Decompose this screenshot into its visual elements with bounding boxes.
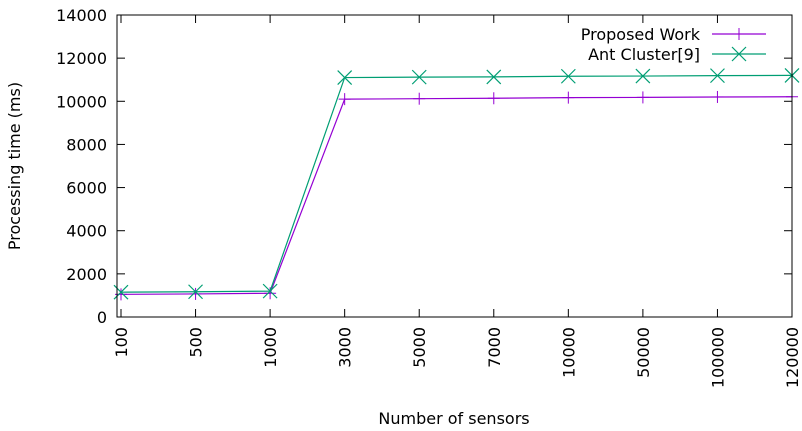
x-axis-ticks: 100 500 1000 3000 5000 7000 10000 50000 100000 12…	[112, 15, 802, 388]
x-tick-label: 120000	[783, 327, 802, 388]
data-point	[337, 70, 353, 85]
y-tick-label: 12000	[56, 49, 107, 68]
x-tick-label: 10000	[559, 327, 578, 378]
series-layer	[113, 67, 800, 301]
y-tick-label: 4000	[66, 222, 107, 241]
legend-label: Ant Cluster[9]	[588, 45, 700, 64]
series-line-2	[120, 74, 793, 293]
legend-marker	[733, 28, 745, 40]
x-axis-title: Number of sensors	[378, 409, 529, 428]
data-point	[262, 283, 278, 299]
x-tick-label: 100000	[708, 327, 727, 388]
plot-frame	[116, 14, 793, 318]
data-point	[562, 91, 575, 104]
x-tick-label: 500	[187, 327, 206, 358]
data-point	[486, 69, 502, 85]
data-point	[188, 284, 203, 300]
data-point	[487, 92, 500, 105]
data-point	[560, 68, 576, 84]
data-point	[113, 284, 129, 300]
data-point	[635, 68, 651, 84]
x-tick-label: 100	[112, 327, 131, 358]
x-tick-label: 3000	[336, 327, 355, 368]
x-tick-label: 1000	[261, 327, 280, 368]
y-tick-label: 10000	[56, 92, 107, 111]
data-point	[338, 93, 351, 106]
data-point	[636, 91, 649, 104]
y-axis-title: Processing time (ms)	[5, 82, 24, 250]
y-tick-label: 2000	[66, 265, 107, 284]
y-axis-ticks: 0 2000 4000 6000 8000 10000 12000 14000	[56, 6, 792, 327]
y-tick-label: 0	[97, 308, 107, 327]
data-point	[711, 90, 724, 103]
data-point	[413, 92, 426, 105]
legend-marker	[731, 46, 747, 62]
data-point	[411, 69, 427, 85]
data-point	[189, 287, 202, 300]
data-point	[710, 68, 725, 84]
legend-label: Proposed Work	[581, 25, 701, 44]
x-tick-label: 50000	[634, 327, 653, 378]
y-tick-label: 14000	[56, 6, 107, 25]
series-line-1	[120, 96, 793, 295]
x-tick-label: 7000	[485, 327, 504, 368]
data-point	[264, 287, 277, 300]
y-tick-label: 6000	[66, 179, 107, 198]
y-tick-label: 8000	[66, 135, 107, 154]
x-tick-label: 5000	[410, 327, 429, 368]
